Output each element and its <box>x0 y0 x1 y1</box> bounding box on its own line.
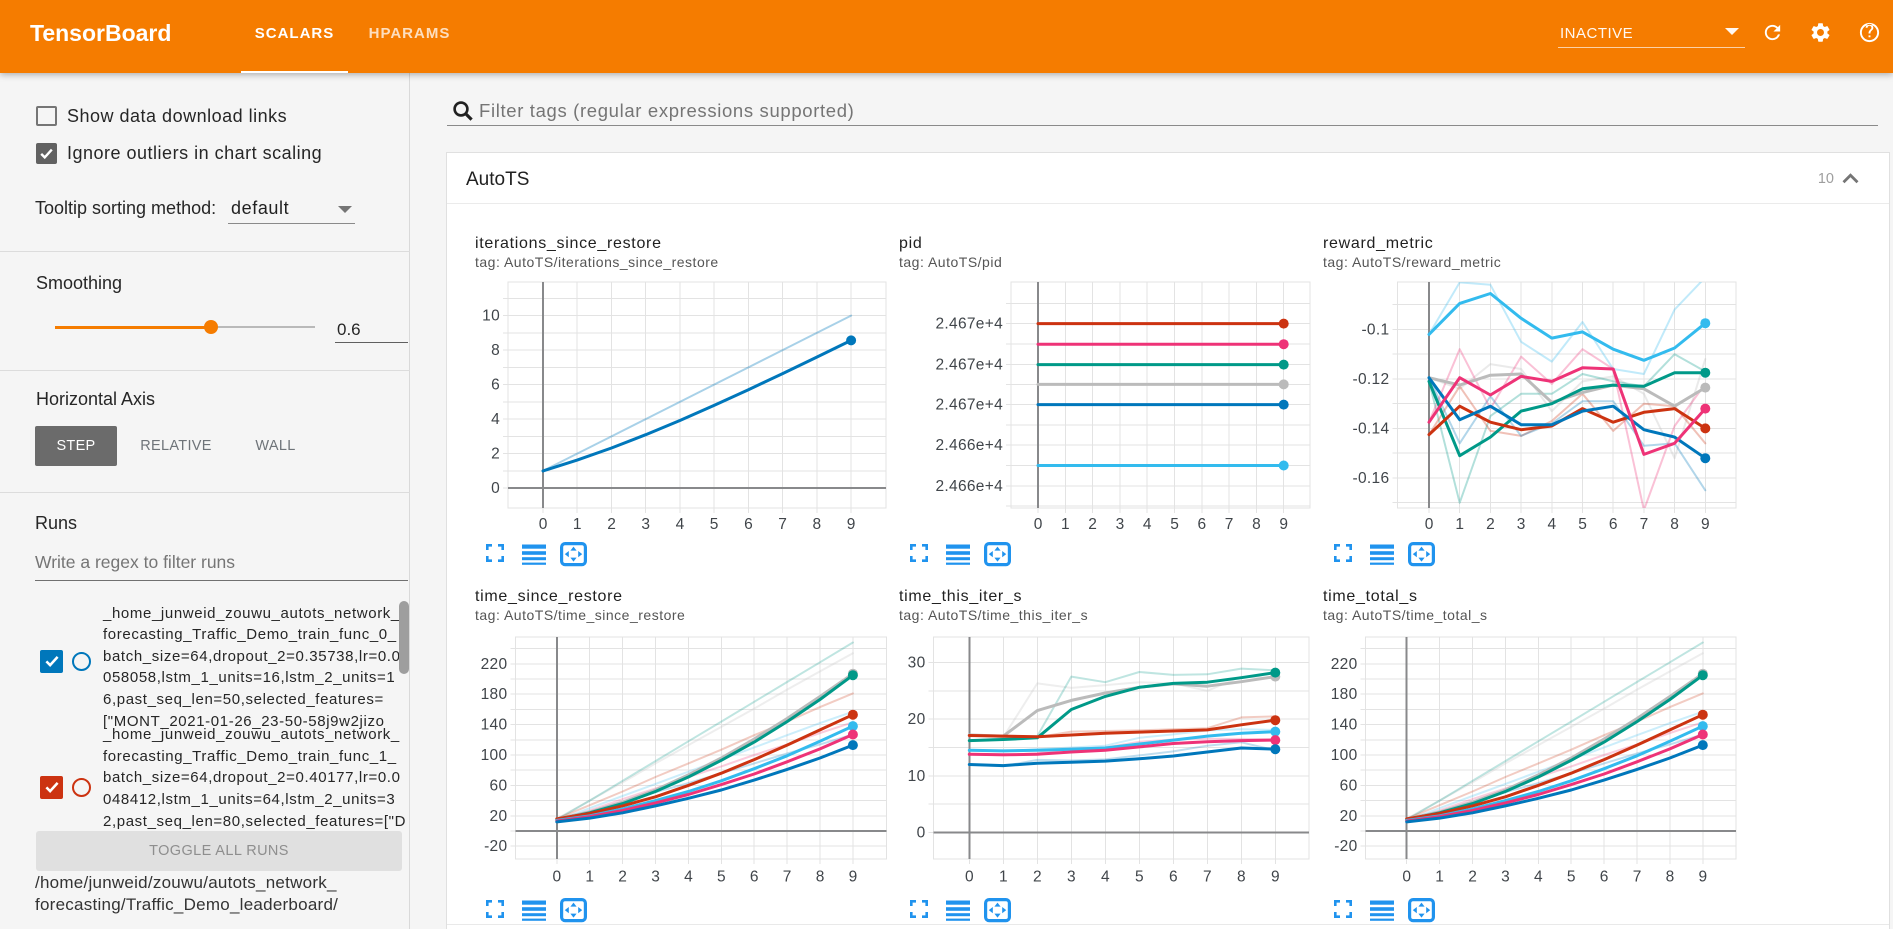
svg-text:2.467e+4: 2.467e+4 <box>936 316 1004 333</box>
svg-text:220: 220 <box>1331 656 1358 673</box>
svg-text:4: 4 <box>1143 516 1152 533</box>
svg-text:5: 5 <box>717 869 726 886</box>
svg-text:140: 140 <box>481 717 508 734</box>
svg-text:1: 1 <box>1061 516 1070 533</box>
svg-text:0: 0 <box>552 869 561 886</box>
svg-text:2: 2 <box>1468 869 1477 886</box>
svg-text:9: 9 <box>847 516 856 533</box>
svg-text:8: 8 <box>1237 869 1246 886</box>
svg-text:6: 6 <box>1600 869 1609 886</box>
svg-text:9: 9 <box>1279 516 1288 533</box>
svg-text:9: 9 <box>1698 869 1707 886</box>
svg-text:-20: -20 <box>484 838 507 855</box>
svg-text:2.466e+4: 2.466e+4 <box>936 478 1004 495</box>
svg-text:3: 3 <box>1517 516 1526 533</box>
svg-text:30: 30 <box>908 654 926 671</box>
svg-text:2.467e+4: 2.467e+4 <box>936 357 1004 374</box>
svg-text:100: 100 <box>1331 747 1358 764</box>
svg-text:1: 1 <box>585 869 594 886</box>
svg-text:3: 3 <box>1067 869 1076 886</box>
svg-text:4: 4 <box>676 516 685 533</box>
svg-text:8: 8 <box>812 516 821 533</box>
svg-text:0: 0 <box>917 825 926 842</box>
svg-text:9: 9 <box>1271 869 1280 886</box>
svg-text:20: 20 <box>908 711 926 728</box>
svg-text:3: 3 <box>1116 516 1125 533</box>
svg-text:6: 6 <box>1609 516 1618 533</box>
svg-text:9: 9 <box>849 869 858 886</box>
svg-text:10: 10 <box>482 308 500 325</box>
svg-text:6: 6 <box>491 377 500 394</box>
svg-text:7: 7 <box>1640 516 1649 533</box>
svg-text:5: 5 <box>710 516 719 533</box>
svg-text:6: 6 <box>1169 869 1178 886</box>
svg-text:1: 1 <box>1455 516 1464 533</box>
svg-text:20: 20 <box>490 808 508 825</box>
svg-text:2: 2 <box>1033 869 1042 886</box>
svg-text:60: 60 <box>1340 777 1358 794</box>
svg-text:180: 180 <box>481 686 508 703</box>
svg-text:2: 2 <box>1088 516 1097 533</box>
svg-text:0: 0 <box>1425 516 1434 533</box>
svg-text:0: 0 <box>1034 516 1043 533</box>
svg-text:3: 3 <box>651 869 660 886</box>
svg-text:8: 8 <box>1666 869 1675 886</box>
svg-text:2.467e+4: 2.467e+4 <box>936 397 1004 414</box>
svg-text:8: 8 <box>816 869 825 886</box>
svg-text:4: 4 <box>1534 869 1543 886</box>
svg-text:4: 4 <box>684 869 693 886</box>
svg-text:2.466e+4: 2.466e+4 <box>936 437 1004 454</box>
svg-text:-0.16: -0.16 <box>1353 470 1390 487</box>
svg-text:1: 1 <box>999 869 1008 886</box>
svg-text:7: 7 <box>1633 869 1642 886</box>
svg-text:2: 2 <box>491 446 500 463</box>
svg-text:0: 0 <box>491 480 500 497</box>
svg-text:10: 10 <box>908 768 926 785</box>
svg-text:7: 7 <box>1203 869 1212 886</box>
svg-text:5: 5 <box>1578 516 1587 533</box>
svg-text:5: 5 <box>1567 869 1576 886</box>
svg-text:7: 7 <box>783 869 792 886</box>
svg-text:-0.14: -0.14 <box>1353 420 1390 437</box>
svg-text:3: 3 <box>1501 869 1510 886</box>
svg-text:0: 0 <box>1402 869 1411 886</box>
svg-text:6: 6 <box>744 516 753 533</box>
svg-text:4: 4 <box>1101 869 1110 886</box>
svg-text:140: 140 <box>1331 717 1358 734</box>
svg-text:-20: -20 <box>1334 838 1357 855</box>
svg-text:5: 5 <box>1170 516 1179 533</box>
svg-text:6: 6 <box>1197 516 1206 533</box>
svg-text:3: 3 <box>641 516 650 533</box>
svg-text:8: 8 <box>1670 516 1679 533</box>
svg-text:60: 60 <box>490 777 508 794</box>
svg-text:7: 7 <box>1225 516 1234 533</box>
svg-text:1: 1 <box>573 516 582 533</box>
svg-text:180: 180 <box>1331 686 1358 703</box>
svg-text:6: 6 <box>750 869 759 886</box>
svg-text:5: 5 <box>1135 869 1144 886</box>
svg-text:0: 0 <box>965 869 974 886</box>
svg-text:-0.1: -0.1 <box>1361 321 1389 338</box>
svg-text:7: 7 <box>778 516 787 533</box>
svg-text:-0.12: -0.12 <box>1353 371 1390 388</box>
svg-text:9: 9 <box>1701 516 1710 533</box>
svg-text:8: 8 <box>1252 516 1261 533</box>
svg-text:8: 8 <box>491 342 500 359</box>
svg-text:0: 0 <box>539 516 548 533</box>
svg-text:4: 4 <box>491 411 500 428</box>
svg-text:100: 100 <box>481 747 508 764</box>
svg-text:1: 1 <box>1435 869 1444 886</box>
svg-text:2: 2 <box>1486 516 1495 533</box>
svg-text:2: 2 <box>607 516 616 533</box>
svg-text:4: 4 <box>1547 516 1556 533</box>
svg-text:20: 20 <box>1340 808 1358 825</box>
svg-text:2: 2 <box>618 869 627 886</box>
svg-text:220: 220 <box>481 656 508 673</box>
